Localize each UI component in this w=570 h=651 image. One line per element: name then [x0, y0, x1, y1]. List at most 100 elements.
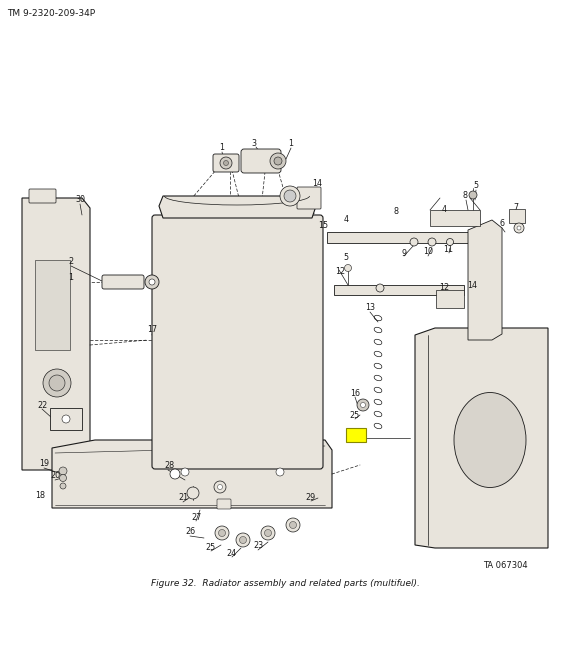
- Circle shape: [360, 402, 365, 408]
- Circle shape: [344, 264, 352, 271]
- Text: 8: 8: [462, 191, 467, 201]
- FancyBboxPatch shape: [102, 275, 144, 289]
- Text: 20: 20: [50, 471, 60, 480]
- Bar: [334, 285, 464, 295]
- Text: 14: 14: [312, 178, 322, 187]
- Circle shape: [376, 284, 384, 292]
- Circle shape: [218, 529, 226, 536]
- Circle shape: [43, 369, 71, 397]
- Text: 7: 7: [514, 204, 519, 212]
- Text: 3: 3: [251, 139, 256, 148]
- Circle shape: [290, 521, 296, 529]
- FancyBboxPatch shape: [152, 215, 323, 469]
- Circle shape: [223, 161, 229, 165]
- FancyBboxPatch shape: [241, 149, 281, 173]
- Circle shape: [276, 468, 284, 476]
- Text: 25: 25: [206, 542, 216, 551]
- Polygon shape: [22, 198, 90, 470]
- Text: 15: 15: [318, 221, 328, 230]
- Polygon shape: [52, 440, 332, 508]
- Circle shape: [220, 157, 232, 169]
- Circle shape: [170, 469, 180, 479]
- FancyBboxPatch shape: [346, 428, 366, 442]
- Text: 19: 19: [39, 460, 49, 469]
- Circle shape: [218, 484, 222, 490]
- Text: 28: 28: [164, 462, 174, 471]
- Circle shape: [59, 467, 67, 475]
- Text: Figure 32.  Radiator assembly and related parts (multifuel).: Figure 32. Radiator assembly and related…: [150, 579, 420, 589]
- FancyBboxPatch shape: [217, 499, 231, 509]
- Text: 1: 1: [288, 139, 294, 148]
- Text: 26: 26: [185, 527, 195, 536]
- Text: 12: 12: [335, 268, 345, 277]
- Circle shape: [59, 475, 67, 482]
- Circle shape: [469, 191, 477, 199]
- Bar: [35, 260, 70, 350]
- Circle shape: [49, 375, 65, 391]
- Ellipse shape: [454, 393, 526, 488]
- FancyBboxPatch shape: [50, 408, 82, 430]
- Text: 24: 24: [226, 549, 236, 557]
- FancyBboxPatch shape: [29, 189, 56, 203]
- Circle shape: [410, 238, 418, 246]
- Text: 17: 17: [147, 326, 157, 335]
- Text: 23: 23: [253, 542, 263, 551]
- Circle shape: [517, 226, 521, 230]
- Circle shape: [357, 399, 369, 411]
- Bar: [327, 232, 475, 243]
- Text: 30: 30: [75, 195, 85, 204]
- Text: TM 9-2320-209-34P: TM 9-2320-209-34P: [7, 9, 95, 18]
- Circle shape: [270, 153, 286, 169]
- Text: 2: 2: [68, 258, 74, 266]
- Text: 14: 14: [467, 281, 477, 290]
- Circle shape: [274, 157, 282, 165]
- Circle shape: [428, 238, 436, 246]
- Circle shape: [284, 190, 296, 202]
- FancyBboxPatch shape: [509, 209, 525, 223]
- Text: 27: 27: [191, 512, 201, 521]
- Circle shape: [264, 529, 271, 536]
- Circle shape: [239, 536, 246, 544]
- Text: 18: 18: [35, 490, 45, 499]
- Circle shape: [286, 518, 300, 532]
- Circle shape: [446, 238, 454, 245]
- Text: 22: 22: [37, 400, 47, 409]
- Text: 10: 10: [423, 247, 433, 256]
- Text: 16: 16: [350, 389, 360, 398]
- Text: 4: 4: [442, 206, 446, 214]
- FancyBboxPatch shape: [213, 154, 239, 172]
- Text: 13: 13: [365, 303, 375, 312]
- Text: 1: 1: [219, 143, 225, 152]
- Circle shape: [62, 415, 70, 423]
- Text: 9: 9: [401, 249, 406, 258]
- Circle shape: [514, 223, 524, 233]
- Polygon shape: [159, 196, 316, 218]
- Polygon shape: [468, 220, 502, 340]
- Text: TA 067304: TA 067304: [483, 561, 528, 570]
- Text: 25: 25: [350, 411, 360, 419]
- Circle shape: [214, 481, 226, 493]
- Circle shape: [261, 526, 275, 540]
- Text: 6: 6: [499, 219, 504, 229]
- Text: 8: 8: [393, 208, 398, 217]
- Circle shape: [280, 186, 300, 206]
- Text: 5: 5: [344, 253, 349, 262]
- Circle shape: [145, 275, 159, 289]
- Text: 1: 1: [68, 273, 74, 283]
- Circle shape: [215, 526, 229, 540]
- FancyBboxPatch shape: [297, 187, 321, 209]
- Circle shape: [149, 279, 155, 285]
- Text: 11: 11: [443, 245, 453, 255]
- Text: 29: 29: [305, 493, 315, 501]
- Text: 21: 21: [178, 493, 188, 503]
- Text: 12: 12: [439, 283, 449, 292]
- Text: 31: 31: [350, 430, 362, 439]
- Circle shape: [60, 483, 66, 489]
- Circle shape: [236, 533, 250, 547]
- Text: 4: 4: [344, 215, 348, 225]
- FancyBboxPatch shape: [436, 290, 464, 308]
- Text: 5: 5: [474, 180, 479, 189]
- Circle shape: [181, 468, 189, 476]
- Circle shape: [187, 487, 199, 499]
- FancyBboxPatch shape: [430, 210, 480, 226]
